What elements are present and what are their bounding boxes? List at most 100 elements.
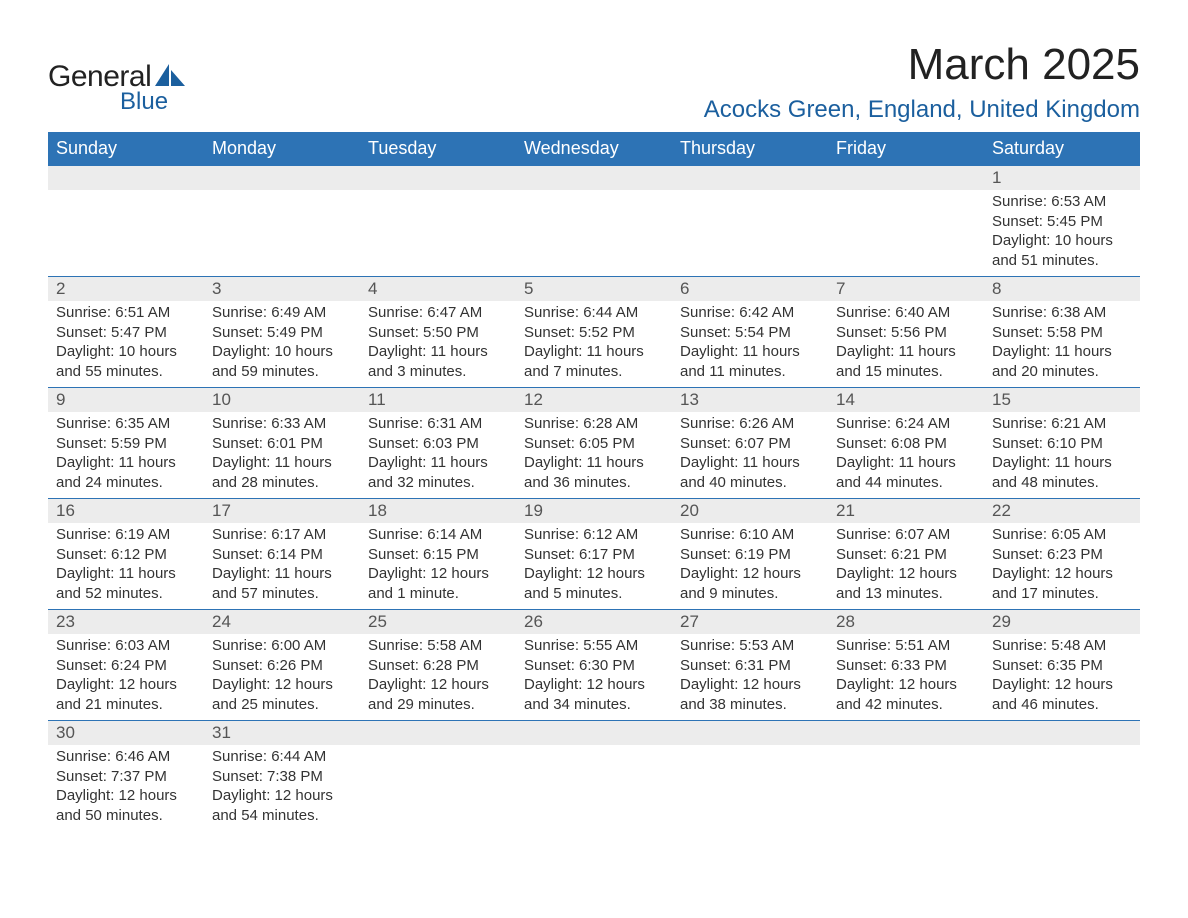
day-cell <box>360 190 516 277</box>
day-number: 4 <box>360 277 516 301</box>
day-body-row: Sunrise: 6:19 AMSunset: 6:12 PMDaylight:… <box>48 523 1140 610</box>
sunrise-line: Sunrise: 6:44 AM <box>524 303 664 323</box>
day-details: Sunrise: 6:44 AMSunset: 7:38 PMDaylight:… <box>204 745 360 831</box>
day-cell: Sunrise: 6:51 AMSunset: 5:47 PMDaylight:… <box>48 301 204 388</box>
day-number-cell: 31 <box>204 721 360 746</box>
day-number: 13 <box>672 388 828 412</box>
day-details: Sunrise: 6:03 AMSunset: 6:24 PMDaylight:… <box>48 634 204 720</box>
sunset-line: Sunset: 6:15 PM <box>368 545 508 565</box>
day-details: Sunrise: 6:51 AMSunset: 5:47 PMDaylight:… <box>48 301 204 387</box>
day-number-cell: 16 <box>48 499 204 524</box>
location-subtitle: Acocks Green, England, United Kingdom <box>704 96 1140 124</box>
day-number: 1 <box>984 166 1140 190</box>
daylight-line: Daylight: 12 hours and 1 minute. <box>368 564 508 603</box>
sunrise-line: Sunrise: 6:26 AM <box>680 414 820 434</box>
day-number: 21 <box>828 499 984 523</box>
day-details: Sunrise: 6:17 AMSunset: 6:14 PMDaylight:… <box>204 523 360 609</box>
brand-blue-text: Blue <box>120 88 185 116</box>
sunrise-line: Sunrise: 6:00 AM <box>212 636 352 656</box>
day-number-cell: 27 <box>672 610 828 635</box>
day-number: 7 <box>828 277 984 301</box>
sunrise-line: Sunrise: 6:31 AM <box>368 414 508 434</box>
daylight-line: Daylight: 11 hours and 44 minutes. <box>836 453 976 492</box>
day-number-cell: 20 <box>672 499 828 524</box>
sunrise-line: Sunrise: 6:21 AM <box>992 414 1132 434</box>
daylight-line: Daylight: 11 hours and 36 minutes. <box>524 453 664 492</box>
daylight-line: Daylight: 12 hours and 38 minutes. <box>680 675 820 714</box>
sunset-line: Sunset: 5:56 PM <box>836 323 976 343</box>
sunrise-line: Sunrise: 5:55 AM <box>524 636 664 656</box>
day-number-cell <box>984 721 1140 746</box>
day-body-row: Sunrise: 6:03 AMSunset: 6:24 PMDaylight:… <box>48 634 1140 721</box>
day-cell <box>48 190 204 277</box>
day-number: 15 <box>984 388 1140 412</box>
sunset-line: Sunset: 5:54 PM <box>680 323 820 343</box>
day-details: Sunrise: 6:33 AMSunset: 6:01 PMDaylight:… <box>204 412 360 498</box>
day-number: 26 <box>516 610 672 634</box>
daylight-line: Daylight: 12 hours and 17 minutes. <box>992 564 1132 603</box>
day-details: Sunrise: 6:14 AMSunset: 6:15 PMDaylight:… <box>360 523 516 609</box>
sunrise-line: Sunrise: 6:33 AM <box>212 414 352 434</box>
day-number: 31 <box>204 721 360 745</box>
daylight-line: Daylight: 12 hours and 46 minutes. <box>992 675 1132 714</box>
day-number-cell <box>360 721 516 746</box>
day-number-cell <box>672 721 828 746</box>
day-number-cell: 14 <box>828 388 984 413</box>
day-cell: Sunrise: 6:21 AMSunset: 6:10 PMDaylight:… <box>984 412 1140 499</box>
day-cell: Sunrise: 6:38 AMSunset: 5:58 PMDaylight:… <box>984 301 1140 388</box>
day-number: 27 <box>672 610 828 634</box>
daylight-line: Daylight: 11 hours and 40 minutes. <box>680 453 820 492</box>
sunset-line: Sunset: 7:37 PM <box>56 767 196 787</box>
day-cell: Sunrise: 6:31 AMSunset: 6:03 PMDaylight:… <box>360 412 516 499</box>
day-number: 5 <box>516 277 672 301</box>
weekday-header-row: SundayMondayTuesdayWednesdayThursdayFrid… <box>48 132 1140 166</box>
day-number: 25 <box>360 610 516 634</box>
day-number-row: 3031 <box>48 721 1140 746</box>
day-cell <box>360 745 516 831</box>
day-number: 11 <box>360 388 516 412</box>
sunset-line: Sunset: 5:45 PM <box>992 212 1132 232</box>
sunset-line: Sunset: 7:38 PM <box>212 767 352 787</box>
weekday-header: Thursday <box>672 132 828 166</box>
day-number-cell: 29 <box>984 610 1140 635</box>
day-cell: Sunrise: 6:44 AMSunset: 7:38 PMDaylight:… <box>204 745 360 831</box>
daylight-line: Daylight: 10 hours and 55 minutes. <box>56 342 196 381</box>
day-number-cell: 15 <box>984 388 1140 413</box>
daylight-line: Daylight: 12 hours and 54 minutes. <box>212 786 352 825</box>
daylight-line: Daylight: 12 hours and 5 minutes. <box>524 564 664 603</box>
sunrise-line: Sunrise: 6:07 AM <box>836 525 976 545</box>
daylight-line: Daylight: 11 hours and 57 minutes. <box>212 564 352 603</box>
day-cell: Sunrise: 6:35 AMSunset: 5:59 PMDaylight:… <box>48 412 204 499</box>
day-number-cell: 23 <box>48 610 204 635</box>
sunrise-line: Sunrise: 6:42 AM <box>680 303 820 323</box>
day-cell <box>672 190 828 277</box>
day-details: Sunrise: 6:28 AMSunset: 6:05 PMDaylight:… <box>516 412 672 498</box>
day-number: 24 <box>204 610 360 634</box>
day-cell: Sunrise: 6:14 AMSunset: 6:15 PMDaylight:… <box>360 523 516 610</box>
sunset-line: Sunset: 6:08 PM <box>836 434 976 454</box>
daylight-line: Daylight: 11 hours and 15 minutes. <box>836 342 976 381</box>
sunrise-line: Sunrise: 6:44 AM <box>212 747 352 767</box>
sunrise-line: Sunrise: 6:35 AM <box>56 414 196 434</box>
day-number-cell: 11 <box>360 388 516 413</box>
daylight-line: Daylight: 11 hours and 28 minutes. <box>212 453 352 492</box>
day-cell <box>516 745 672 831</box>
sunset-line: Sunset: 6:01 PM <box>212 434 352 454</box>
sail-icon <box>155 64 185 86</box>
sunrise-line: Sunrise: 6:05 AM <box>992 525 1132 545</box>
sunset-line: Sunset: 6:21 PM <box>836 545 976 565</box>
day-details: Sunrise: 6:47 AMSunset: 5:50 PMDaylight:… <box>360 301 516 387</box>
day-number: 9 <box>48 388 204 412</box>
sunset-line: Sunset: 6:28 PM <box>368 656 508 676</box>
sunset-line: Sunset: 6:14 PM <box>212 545 352 565</box>
sunset-line: Sunset: 5:47 PM <box>56 323 196 343</box>
daylight-line: Daylight: 12 hours and 42 minutes. <box>836 675 976 714</box>
sunset-line: Sunset: 5:50 PM <box>368 323 508 343</box>
day-cell: Sunrise: 5:51 AMSunset: 6:33 PMDaylight:… <box>828 634 984 721</box>
day-number-cell: 4 <box>360 277 516 302</box>
day-number-cell: 3 <box>204 277 360 302</box>
sunset-line: Sunset: 6:05 PM <box>524 434 664 454</box>
day-number-cell: 10 <box>204 388 360 413</box>
day-cell: Sunrise: 6:07 AMSunset: 6:21 PMDaylight:… <box>828 523 984 610</box>
brand-logo: General Blue <box>48 60 185 116</box>
